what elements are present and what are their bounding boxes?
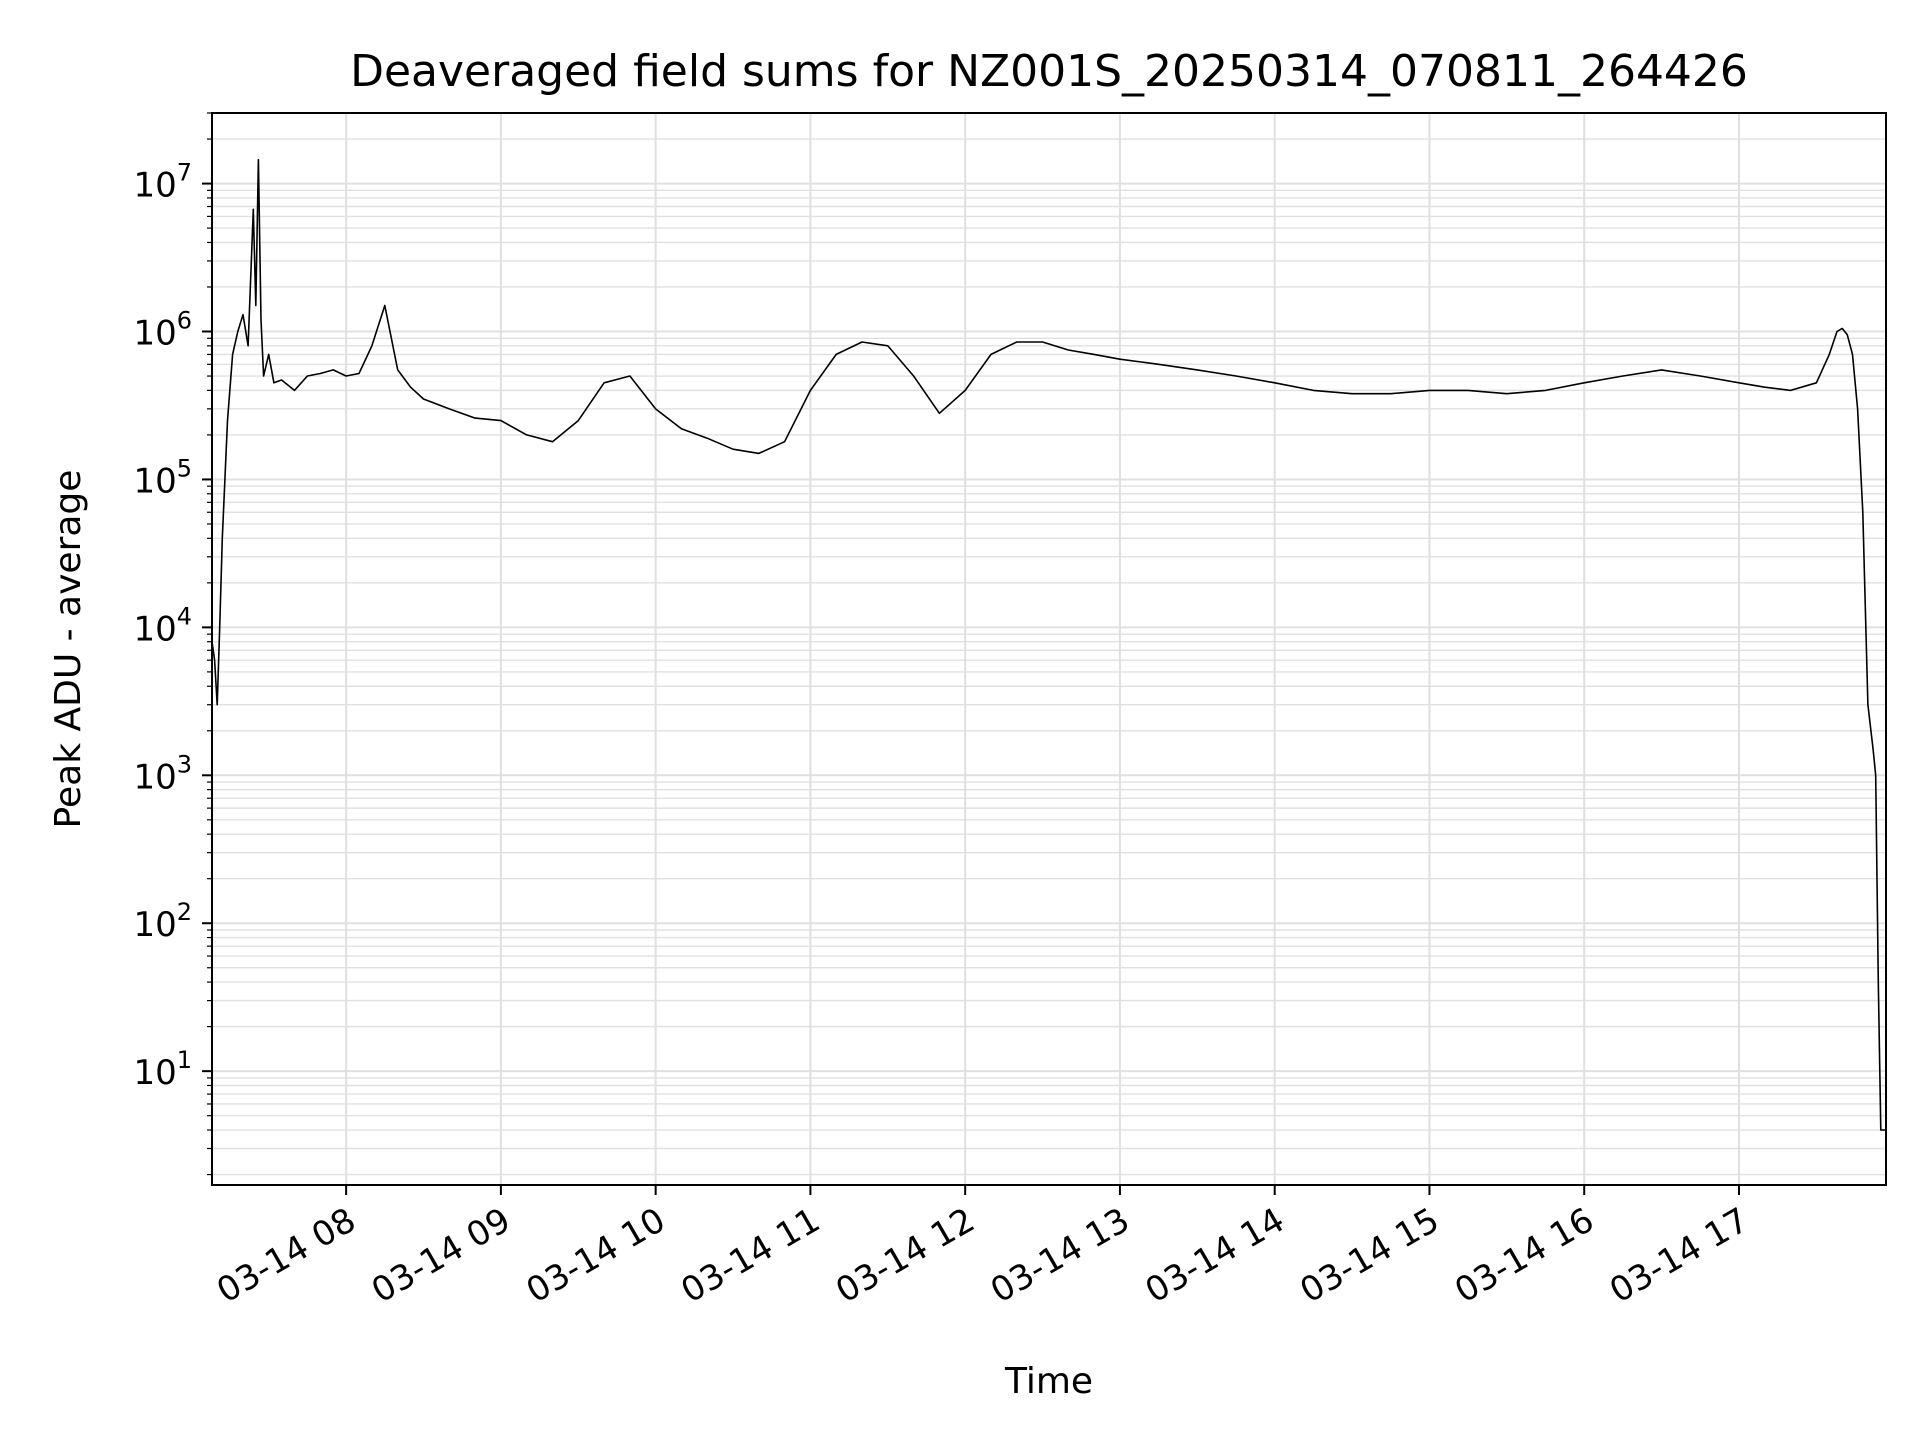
y-tick-label: 103 — [133, 750, 192, 797]
y-tick-label: 104 — [133, 602, 192, 649]
y-gridlines — [212, 112, 1886, 1176]
y-tick-label: 101 — [133, 1046, 192, 1093]
y-tick-label: 102 — [133, 898, 192, 945]
chart-title: Deaveraged field sums for NZ001S_2025031… — [350, 46, 1748, 97]
y-axis-label: Peak ADU - average — [48, 470, 89, 829]
y-tick-label: 105 — [133, 454, 192, 501]
y-tick-label: 107 — [133, 159, 192, 206]
y-tick-label: 106 — [133, 307, 192, 354]
x-axis-label: Time — [1004, 1361, 1093, 1402]
series-line — [211, 158, 1886, 1131]
x-gridlines — [345, 113, 1740, 1185]
y-ticks: 101 102 103 104 105 106 107 — [133, 112, 212, 1176]
plot-frame — [211, 112, 1887, 1186]
